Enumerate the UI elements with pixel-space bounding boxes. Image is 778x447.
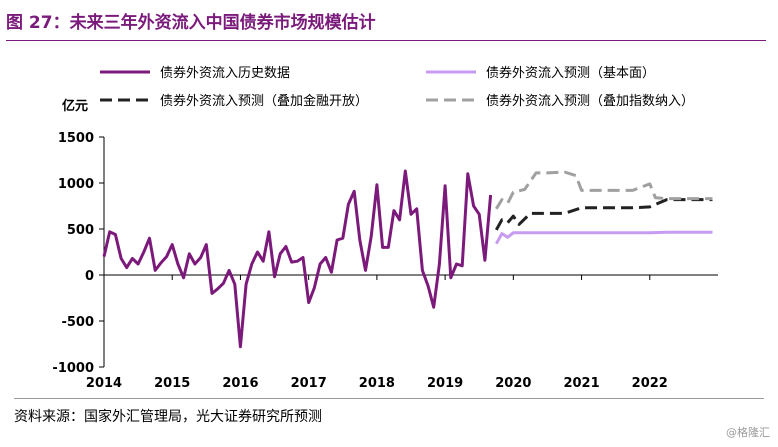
y-tick-label: -1000: [52, 361, 94, 376]
legend-label-3: 债券外资流入预测（叠加金融开放）: [160, 93, 368, 109]
y-tick-label: 1000: [58, 177, 94, 192]
series-line-3: [494, 198, 713, 231]
x-tick-label: 2022: [632, 376, 668, 391]
series-line-2: [494, 230, 713, 245]
x-tick-label: 2015: [154, 376, 190, 391]
source-divider: [14, 398, 764, 399]
watermark: @格隆汇: [726, 426, 770, 439]
y-tick-label: 0: [85, 269, 94, 284]
x-tick-label: 2019: [427, 376, 463, 391]
x-tick-label: 2021: [563, 376, 599, 391]
title-divider: [6, 40, 766, 41]
y-axis-label: 亿元: [62, 98, 88, 114]
source-note: 资料来源：国家外汇管理局，光大证券研究所预测: [14, 409, 322, 425]
legend-label-2: 债券外资流入预测（基本面）: [486, 65, 655, 81]
y-tick-label: -500: [61, 315, 94, 330]
y-tick-label: 500: [67, 223, 94, 238]
series-line-1: [102, 169, 493, 349]
legend-label-4: 债券外资流入预测（叠加指数纳入）: [486, 93, 694, 109]
x-tick-label: 2016: [222, 376, 258, 391]
x-tick-label: 2014: [86, 376, 122, 391]
series-line-4: [495, 170, 713, 210]
y-tick-label: 1500: [58, 131, 94, 146]
chart-title: 图 27：未来三年外资流入中国债券市场规模估计: [6, 13, 376, 33]
x-tick-label: 2020: [495, 376, 531, 391]
legend-label-1: 债券外资流入历史数据: [160, 65, 290, 81]
x-tick-label: 2018: [359, 376, 395, 391]
x-tick-label: 2017: [291, 376, 327, 391]
